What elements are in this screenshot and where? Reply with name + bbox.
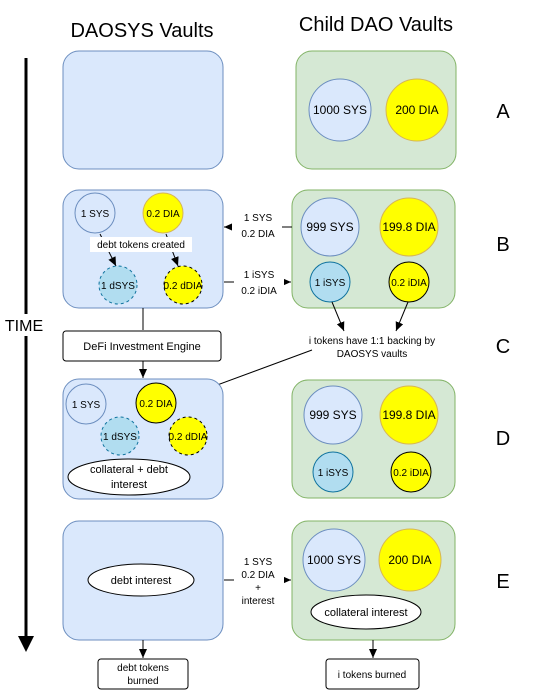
transfer-e-line4: interest [242, 596, 275, 607]
transfer-e-line1: 1 SYS [244, 557, 273, 568]
collateral-debt-interest-line2: interest [111, 479, 147, 491]
child-dao-vaults-header: Child DAO Vaults [299, 14, 453, 36]
token-dsys-b [98, 265, 138, 305]
stage-label-e: E [496, 571, 509, 593]
collateral-debt-interest-oval [67, 458, 191, 496]
token-dia-a [385, 78, 449, 142]
transfer-out-line1: 1 iSYS [244, 270, 275, 281]
token-dia-e [378, 528, 442, 592]
token-sys-e-label: 1000 SYS [307, 553, 361, 567]
transfer-in-line1: 1 SYS [244, 213, 273, 224]
collateral-interest-label: collateral interest [324, 607, 407, 619]
token-sys-b-label: 1 SYS [81, 209, 110, 220]
stage-label-d: D [496, 428, 510, 450]
token-sys-d [65, 383, 107, 425]
isys-backing-arrow [331, 301, 345, 332]
token-isys-b-label: 1 iSYS [315, 278, 346, 289]
token-dia-b [142, 192, 184, 234]
token-sys-b [74, 192, 116, 234]
token-ddia-b-label: 0.2 dDIA [164, 281, 203, 292]
time-axis-arrowhead [18, 636, 34, 652]
debt-note-bg [90, 237, 192, 252]
token-idia-b [388, 261, 430, 303]
token-dia-e-label: 200 DIA [388, 553, 431, 567]
token-dia-d-label: 0.2 DIA [139, 399, 173, 410]
token-dia-b-child [379, 197, 439, 257]
transfer-e-line2: 0.2 DIA [241, 570, 275, 581]
debt-tokens-burned-box [97, 658, 189, 690]
transfer-in-label-bg [232, 209, 282, 241]
debt-tokens-burned-line1: debt tokens [117, 663, 169, 674]
idia-backing-arrow [395, 301, 409, 332]
token-ddia-d-label: 0.2 dDIA [169, 432, 208, 443]
stage-label-c: C [496, 336, 510, 358]
token-ddia-d [168, 416, 208, 456]
token-dsys-b-label: 1 dSYS [101, 281, 135, 292]
i-tokens-burned-label: i tokens burned [338, 670, 406, 681]
time-label-bg [2, 314, 48, 336]
defi-investment-engine [62, 330, 222, 362]
token-dia-d-child [379, 385, 439, 445]
transfer-e-label-bg [234, 552, 284, 610]
backing-note-line1: i tokens have 1:1 backing by [309, 336, 435, 347]
token-sys-a [308, 78, 372, 142]
token-sys-d-child [303, 385, 363, 445]
backing-note-line2: DAOSYS vaults [337, 349, 408, 360]
time-axis-label: TIME [5, 318, 43, 335]
token-sys-e [302, 528, 366, 592]
token-dsys-d-label: 1 dSYS [103, 432, 137, 443]
token-sys-b-child-label: 999 SYS [306, 220, 353, 234]
token-isys-d [312, 451, 354, 493]
token-idia-d [390, 451, 432, 493]
token-dia-d [135, 382, 177, 424]
token-sys-d-label: 1 SYS [72, 400, 101, 411]
transfer-e-line3: + [255, 583, 261, 594]
token-dia-b-label: 0.2 DIA [146, 209, 180, 220]
token-dsys-d [100, 416, 140, 456]
debt-interest-oval [87, 563, 195, 597]
debt-tokens-burned-line2: burned [127, 676, 158, 687]
token-sys-a-label: 1000 SYS [313, 103, 367, 117]
daosys-vault-a [62, 50, 224, 170]
stage-label-a: A [496, 101, 510, 123]
token-isys-b [309, 261, 351, 303]
token-idia-d-label: 0.2 iDIA [393, 468, 429, 479]
token-dia-a-label: 200 DIA [395, 103, 438, 117]
stage-label-b: B [496, 234, 509, 256]
token-dia-d-child-label: 199.8 DIA [382, 408, 435, 422]
token-sys-d-child-label: 999 SYS [309, 408, 356, 422]
debt-interest-label: debt interest [111, 575, 172, 587]
token-isys-d-label: 1 iSYS [318, 468, 349, 479]
transfer-in-line2: 0.2 DIA [241, 229, 275, 240]
transfer-out-line2: 0.2 iDIA [241, 286, 277, 297]
token-ddia-b [163, 265, 203, 305]
daosys-vaults-header: DAOSYS Vaults [70, 20, 213, 42]
token-idia-b-label: 0.2 iDIA [391, 278, 427, 289]
collateral-interest-oval [310, 594, 422, 630]
token-sys-b-child [300, 197, 360, 257]
i-tokens-burned-box [325, 658, 420, 690]
debt-tokens-created-note: debt tokens created [97, 240, 185, 251]
token-dia-b-child-label: 199.8 DIA [382, 220, 435, 234]
transfer-out-label-bg [234, 265, 284, 297]
defi-investment-engine-label: DeFi Investment Engine [83, 341, 200, 353]
collateral-debt-interest-line1: collateral + debt [90, 464, 168, 476]
